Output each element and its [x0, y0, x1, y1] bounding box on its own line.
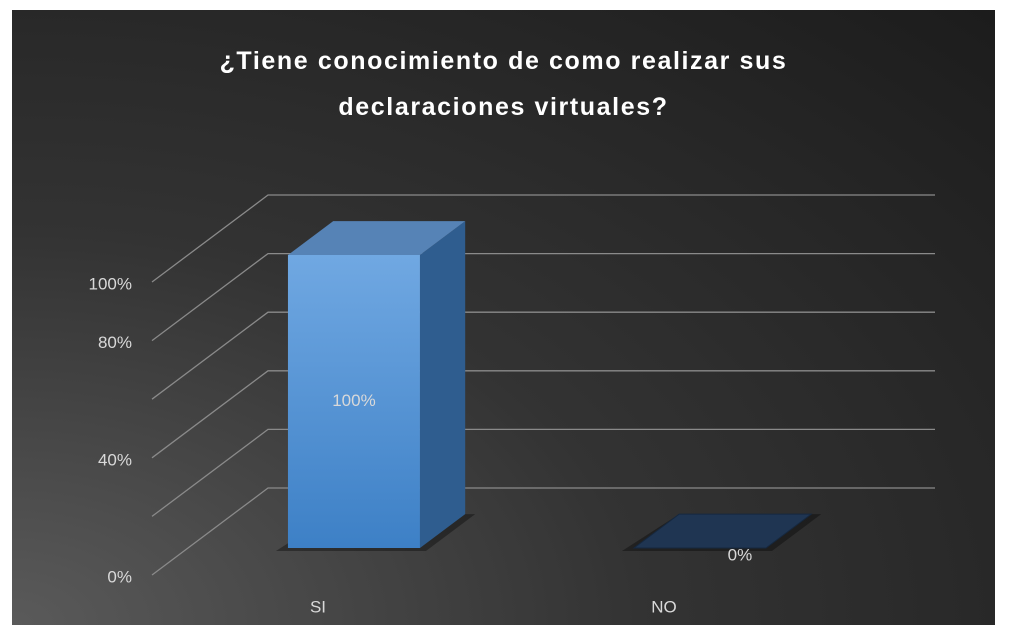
- chart: 0% 40% 80% 100% 100% SI 0% NO: [89, 194, 935, 616]
- bar-side: [419, 221, 466, 549]
- grid-line: [151, 370, 935, 459]
- y-tick-label: 80%: [98, 333, 132, 352]
- chart-title: ¿Tiene conocimiento de como realizar sus…: [219, 47, 788, 121]
- y-tick-label: 0%: [107, 567, 132, 586]
- bar-top: [632, 513, 813, 549]
- grid-line: [151, 311, 935, 400]
- bar-top: [287, 221, 466, 256]
- grid-line: [151, 252, 935, 342]
- chart-area: 0% 40% 80% 100% 100% SI 0% NO ¿Tiene conocimien…: [12, 10, 995, 625]
- grid-line: [151, 194, 935, 283]
- x-tick-label: SI: [310, 597, 326, 616]
- y-tick-label: 40%: [98, 450, 132, 469]
- grid-line: [151, 428, 935, 517]
- x-tick-label: NO: [651, 597, 677, 616]
- grid-line: [151, 487, 935, 576]
- y-tick-label: 100%: [89, 274, 132, 293]
- value-label: 0%: [728, 546, 753, 565]
- bar-front: [287, 255, 420, 549]
- value-label: 100%: [332, 391, 375, 410]
